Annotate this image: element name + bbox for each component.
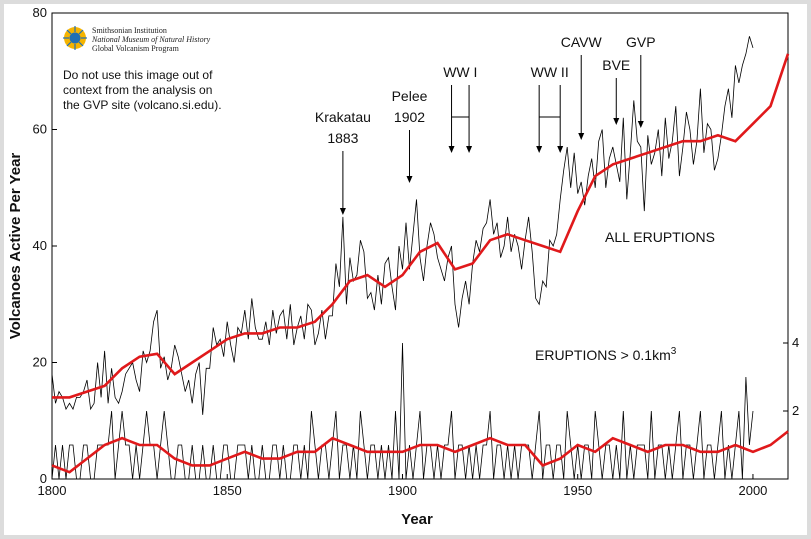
large-eruptions-smoothed-line: [51, 430, 789, 474]
y-tick-label: 80: [33, 5, 47, 20]
annotation-label: GVP: [626, 34, 656, 50]
disclaimer-line-2: context from the analysis on: [63, 83, 212, 97]
large-eruptions-annual-line: [51, 342, 754, 480]
disclaimer: Do not use this image out of context fro…: [63, 68, 222, 112]
annotation-label: WW I: [443, 64, 477, 80]
annotation-label: CAVW: [561, 34, 603, 50]
disclaimer-line-1: Do not use this image out of: [63, 68, 213, 82]
annotation-label: WW II: [531, 64, 569, 80]
all-eruptions-annual-line: [51, 36, 754, 415]
annotation-label: Pelee: [392, 88, 428, 104]
y-axis-title: Volcanoes Active Per Year: [7, 153, 24, 340]
arrow-head-icon: [637, 121, 644, 128]
arrow-head-icon: [448, 146, 455, 153]
x-tick-label: 1800: [38, 483, 67, 498]
y-tick-label: 0: [40, 471, 47, 486]
series-label-large: ERUPTIONS > 0.1km3: [535, 346, 677, 363]
arrow-head-icon: [557, 146, 564, 153]
large-eruptions-smoothed-series: [51, 430, 789, 474]
all-eruptions-smoothed-line: [52, 53, 790, 399]
y-axis-ticks: 0 20 40 60 80: [33, 5, 57, 486]
y2-tick-label: 4: [792, 335, 799, 350]
y-tick-label: 60: [33, 122, 47, 137]
right-axis-ticks: 24: [783, 335, 799, 418]
sunburst-icon: [63, 26, 87, 50]
arrow-head-icon: [613, 118, 620, 125]
disclaimer-line-3: the GVP site (volcano.si.edu).: [63, 98, 222, 112]
arrow-head-icon: [578, 133, 585, 140]
x-tick-label: 1900: [388, 483, 417, 498]
x-axis-ticks: 1800 1850 1900 1950 2000: [38, 474, 767, 498]
large-eruptions-annual-series: [51, 342, 754, 480]
x-tick-label: 2000: [738, 483, 767, 498]
y-tick-label: 40: [33, 238, 47, 253]
x-axis-title: Year: [401, 511, 433, 528]
series-label-all: ALL ERUPTIONS: [605, 229, 715, 245]
all-eruptions-smoothed-series: [52, 53, 790, 399]
annotation-year: 1902: [394, 109, 425, 125]
x-tick-label: 1850: [213, 483, 242, 498]
arrow-head-icon: [339, 208, 346, 215]
annotation-label: Krakatau: [315, 109, 371, 125]
event-annotations: Krakatau 1883 Pelee 1902 WW I WW II CAVW BVE GVP: [315, 34, 656, 215]
annotation-year: 1883: [327, 130, 358, 146]
y2-tick-label: 2: [792, 403, 799, 418]
logo-line-2: National Museum of Natural History: [91, 35, 211, 44]
y-tick-label: 20: [33, 355, 47, 370]
series-label-large-sup: 3: [671, 346, 677, 357]
series-label-large-text: ERUPTIONS > 0.1km: [535, 347, 671, 363]
annotation-label: BVE: [602, 57, 630, 73]
smithsonian-logo: Smithsonian Institution National Museum …: [63, 26, 211, 53]
arrow-head-icon: [466, 146, 473, 153]
arrow-head-icon: [406, 176, 413, 183]
logo-line-3: Global Volcanism Program: [92, 44, 180, 53]
arrow-head-icon: [536, 146, 543, 153]
logo-line-1: Smithsonian Institution: [92, 26, 167, 35]
all-eruptions-annual-series: [51, 36, 754, 415]
x-tick-label: 1950: [563, 483, 592, 498]
